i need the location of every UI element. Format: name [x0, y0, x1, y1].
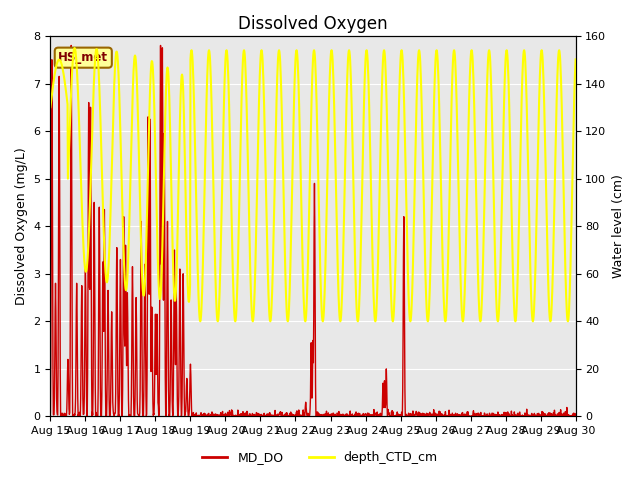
Title: Dissolved Oxygen: Dissolved Oxygen	[238, 15, 388, 33]
Legend: MD_DO, depth_CTD_cm: MD_DO, depth_CTD_cm	[197, 446, 443, 469]
Y-axis label: Water level (cm): Water level (cm)	[612, 174, 625, 278]
Text: HS_met: HS_met	[58, 51, 108, 64]
Y-axis label: Dissolved Oxygen (mg/L): Dissolved Oxygen (mg/L)	[15, 147, 28, 305]
